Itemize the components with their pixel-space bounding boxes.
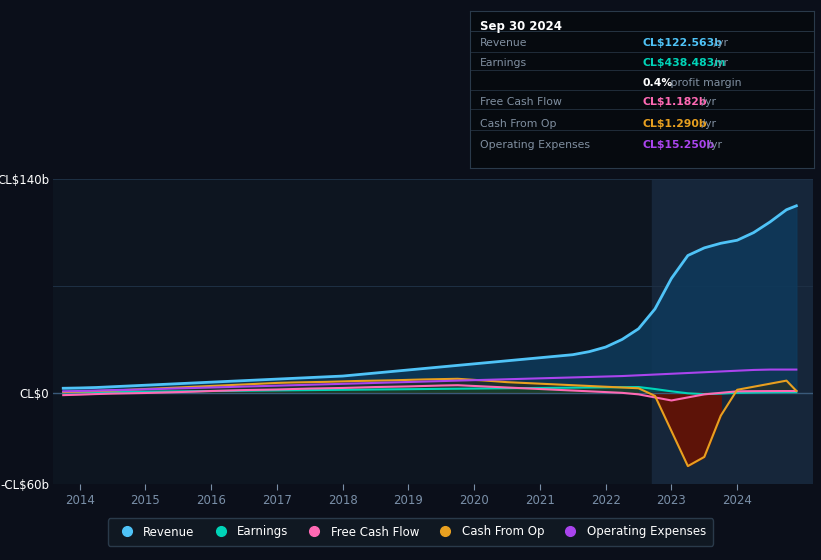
Text: Cash From Op: Cash From Op <box>480 119 557 129</box>
Text: CL$438.483m: CL$438.483m <box>642 58 726 68</box>
Text: 0.4%: 0.4% <box>642 78 672 88</box>
Text: /yr: /yr <box>698 119 716 129</box>
Legend: Revenue, Earnings, Free Cash Flow, Cash From Op, Operating Expenses: Revenue, Earnings, Free Cash Flow, Cash … <box>108 519 713 545</box>
Text: Free Cash Flow: Free Cash Flow <box>480 97 562 108</box>
Bar <box>652 179 816 484</box>
Text: /yr: /yr <box>704 140 722 150</box>
Text: CL$122.563b: CL$122.563b <box>642 38 722 48</box>
Text: CL$1.290b: CL$1.290b <box>642 119 707 129</box>
Text: CL$15.250b: CL$15.250b <box>642 140 714 150</box>
Text: Sep 30 2024: Sep 30 2024 <box>480 20 562 33</box>
Text: profit margin: profit margin <box>667 78 741 88</box>
Text: Earnings: Earnings <box>480 58 527 68</box>
Text: Operating Expenses: Operating Expenses <box>480 140 590 150</box>
Text: /yr: /yr <box>710 58 728 68</box>
Text: /yr: /yr <box>710 38 728 48</box>
Text: /yr: /yr <box>698 97 716 108</box>
Text: CL$1.182b: CL$1.182b <box>642 97 707 108</box>
Text: Revenue: Revenue <box>480 38 527 48</box>
